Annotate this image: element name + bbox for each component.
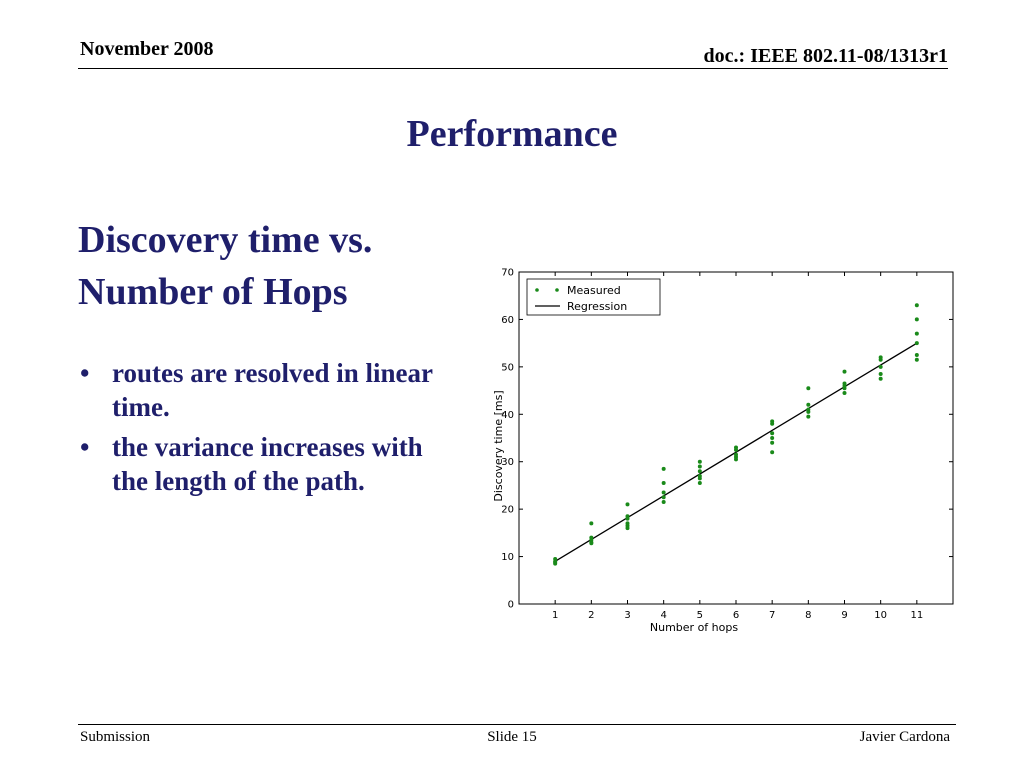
measured-point (697, 473, 702, 478)
y-tick-label: 70 (501, 268, 514, 279)
bullet-text: the variance increases with the length o… (112, 432, 423, 496)
measured-point (661, 490, 666, 495)
bullet-text: routes are resolved in linear time. (112, 358, 433, 422)
measured-point (914, 331, 919, 336)
measured-point (697, 469, 702, 474)
measured-point (625, 523, 630, 528)
measured-point (770, 450, 775, 455)
footer-right: Javier Cardona (859, 729, 950, 745)
measured-point (842, 369, 847, 374)
x-tick-label: 10 (874, 610, 887, 621)
measured-point (878, 371, 883, 376)
x-tick-label: 6 (733, 610, 739, 621)
bullet-item: • routes are resolved in linear time. (78, 356, 448, 424)
x-tick-label: 2 (588, 610, 594, 621)
y-tick-label: 10 (501, 552, 514, 563)
x-tick-label: 5 (697, 610, 703, 621)
measured-point (734, 454, 738, 459)
measured-point (553, 560, 558, 565)
measured-point (661, 481, 666, 486)
header-rule (78, 68, 948, 69)
y-tick-label: 30 (501, 457, 514, 468)
measured-point (806, 386, 811, 391)
legend-box (526, 278, 661, 316)
legend-measured-marker (535, 288, 539, 292)
x-tick-label: 8 (805, 610, 811, 621)
x-tick-label: 11 (910, 610, 923, 621)
measured-point (878, 376, 883, 381)
measured-point (734, 445, 738, 450)
chart-svg: 1 2 3 4 5 6 7 8 9 10 11 0 10 20 30 40 50 60 70 Number of ho… (492, 268, 954, 634)
legend-measured-marker (555, 288, 559, 292)
measured-point (697, 481, 702, 486)
measured-point (625, 514, 630, 519)
header-doc-id: doc.: IEEE 802.11-08/1313r1 (703, 45, 948, 67)
measured-point (914, 357, 919, 362)
discovery-time-chart: 1 2 3 4 5 6 7 8 9 10 11 0 10 20 30 40 50 60 70 Number of ho… (480, 260, 970, 640)
measured-point (625, 502, 630, 507)
legend-regression-label: Regression (567, 300, 627, 313)
y-tick-label: 0 (508, 600, 514, 611)
x-tick-label: 4 (660, 610, 666, 621)
header-date: November 2008 (80, 38, 214, 60)
legend-measured-label: Measured (567, 284, 621, 297)
footer-slide-number: Slide 15 (487, 729, 537, 745)
bullet-item: • the variance increases with the length… (78, 430, 448, 498)
y-tick-label: 60 (501, 315, 514, 326)
x-tick-label: 7 (769, 610, 775, 621)
measured-point (878, 355, 883, 360)
measured-point (697, 464, 702, 469)
measured-point (589, 521, 594, 526)
measured-point (589, 541, 594, 546)
measured-point (770, 431, 775, 436)
measured-point (770, 436, 775, 440)
x-axis-label: Number of hops (650, 621, 738, 634)
y-tick-label: 40 (501, 410, 514, 421)
y-axis-label: Discovery time [ms] (492, 390, 505, 501)
measured-point (878, 364, 883, 369)
slide-title: Performance (406, 113, 618, 155)
y-tick-label: 20 (501, 505, 514, 516)
footer-rule (78, 724, 956, 725)
measured-point (914, 353, 919, 357)
plot-frame (518, 271, 954, 605)
measured-point (806, 402, 811, 407)
measured-point (914, 341, 919, 346)
y-tick-label: 50 (501, 362, 514, 373)
measured-point (553, 556, 558, 561)
section-heading: Discovery time vs. Number of Hops (78, 219, 373, 313)
measured-point (697, 459, 702, 464)
bullet-dot: • (80, 358, 90, 388)
x-tick-label: 3 (624, 610, 630, 621)
measured-point (806, 414, 811, 419)
regression-line (554, 342, 918, 562)
bullet-dot: • (80, 432, 90, 462)
measured-point (806, 407, 811, 412)
measured-point (842, 390, 847, 395)
measured-point (914, 317, 919, 322)
measured-point (661, 495, 666, 500)
measured-point (842, 383, 847, 388)
measured-point (914, 303, 919, 308)
measured-point (661, 500, 666, 505)
bullet-list: • routes are resolved in linear time. • … (78, 356, 448, 504)
measured-point (661, 466, 666, 471)
x-tick-label: 9 (841, 610, 847, 621)
measured-point (589, 535, 594, 540)
footer-left: Submission (80, 729, 151, 745)
measured-point (770, 440, 775, 445)
x-tick-label: 1 (552, 610, 558, 621)
measured-point (770, 419, 775, 424)
